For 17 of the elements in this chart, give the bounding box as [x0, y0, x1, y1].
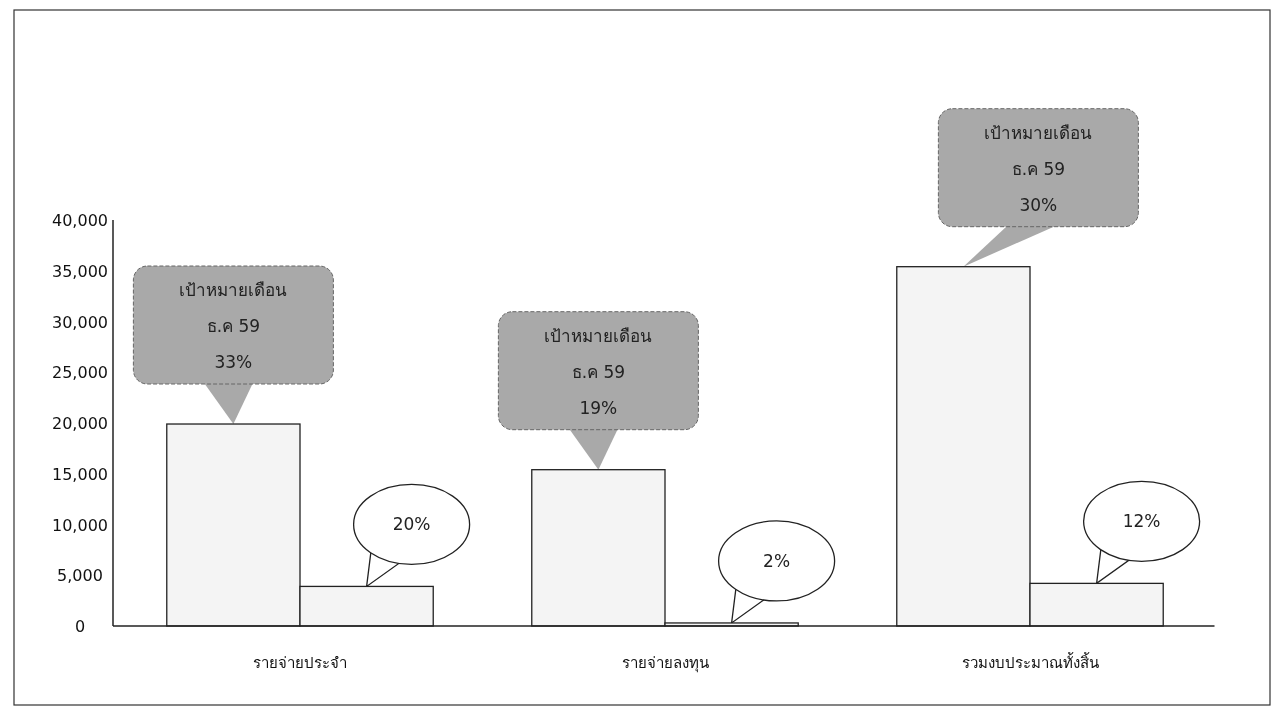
- y-tick-label: 0: [74, 617, 86, 636]
- annotation: เป้าหมายเดือน ธ.ค 59 19%: [544, 325, 653, 418]
- x-tick-label: รายจ่ายลงทุน: [621, 655, 709, 673]
- y-tick-label: 35,000: [52, 261, 108, 281]
- x-tick-label: รายจ่ายประจำ: [253, 655, 347, 671]
- y-tick-label: 40,000: [52, 211, 108, 230]
- y-tick-label: 25,000: [52, 363, 108, 383]
- y-tick-label: 30,000: [52, 312, 108, 332]
- y-tick-label: 10,000: [52, 515, 108, 535]
- y-tick-label: 5,000: [57, 566, 103, 586]
- annotation: 20%: [392, 514, 431, 535]
- annotation: 2%: [763, 550, 791, 571]
- annotation: 12%: [1122, 511, 1161, 532]
- annotation: เป้าหมายเดือน ธ.ค 59 33%: [179, 280, 288, 373]
- y-tick-label: 15,000: [52, 464, 108, 484]
- x-tick-label: รวมงบประมาณทั้งสิ้น: [961, 652, 1099, 671]
- y-tick-label: 20,000: [52, 414, 108, 433]
